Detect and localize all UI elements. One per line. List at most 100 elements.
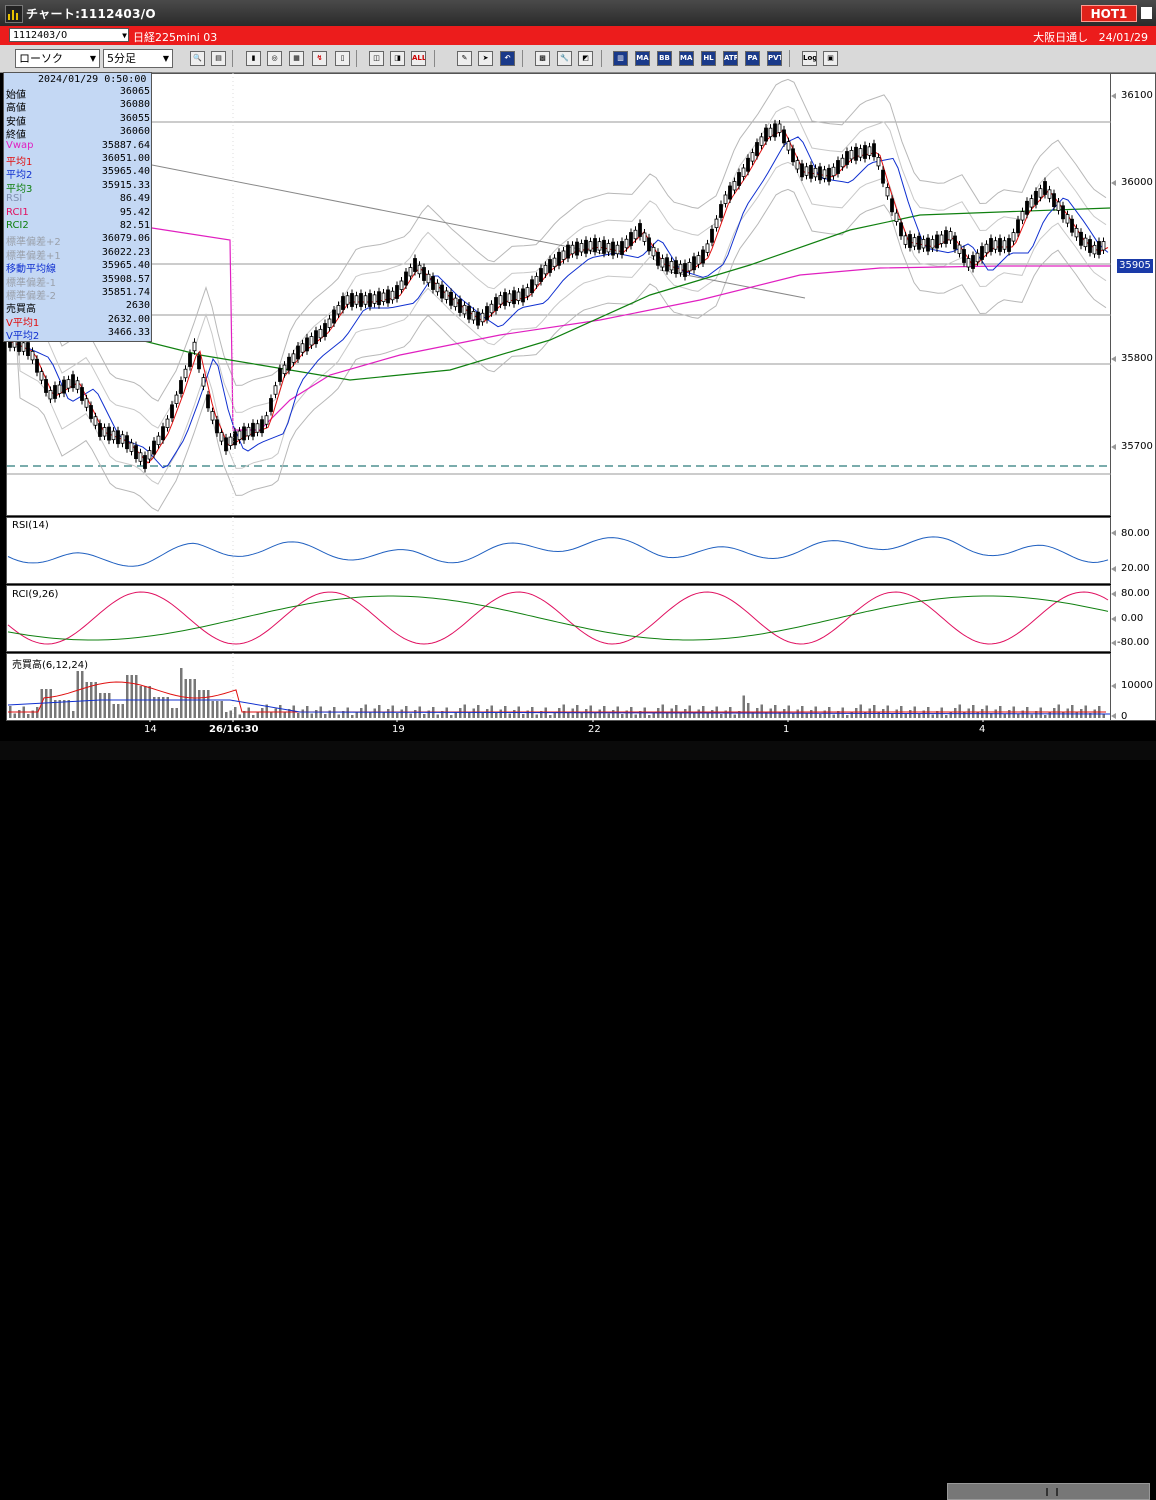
candle-body (993, 240, 998, 250)
mae-indicator-icon[interactable]: MAE (679, 51, 694, 66)
candle-body (710, 228, 714, 243)
palette-icon[interactable]: ◩ (578, 51, 593, 66)
hl-indicator-icon[interactable]: HL (701, 51, 716, 66)
candle-body (1043, 181, 1047, 195)
window-control-icon[interactable] (1141, 7, 1152, 19)
para-indicator-icon[interactable]: PA (745, 51, 760, 66)
info-row: 平均3 35915.33 (6, 180, 150, 195)
info-row: 始値 36065 (6, 86, 150, 101)
volume-bar (1044, 715, 1047, 718)
info-label: RCI1 (6, 206, 29, 218)
volume-bar (1075, 712, 1078, 718)
candle-body (449, 291, 453, 306)
volume-bar (198, 690, 201, 718)
volume-bar (639, 711, 642, 718)
log-icon[interactable]: Log (802, 51, 817, 66)
page-icon[interactable]: ▯ (335, 51, 350, 66)
tick-marker (1111, 530, 1116, 536)
rci2-line (7, 595, 1109, 641)
candle-body (764, 127, 768, 142)
volume-bar (666, 712, 669, 718)
candle-icon[interactable]: ▮ (246, 51, 261, 66)
volume-bar (135, 675, 138, 718)
cursor-icon[interactable]: ➤ (478, 51, 493, 66)
rci-tick: 0.00 (1121, 613, 1144, 624)
candle-body (260, 419, 264, 434)
window-icon[interactable]: ▣ (823, 51, 838, 66)
candle-body (480, 312, 485, 323)
candle-body (170, 404, 174, 419)
ma-indicator-icon[interactable]: MA (635, 51, 650, 66)
info-label: RCI2 (6, 220, 29, 231)
candle-body (44, 379, 48, 393)
pvt-indicator-icon[interactable]: PVT (767, 51, 782, 66)
candle-body (143, 455, 147, 469)
candle-body (552, 257, 557, 268)
volume-bar (373, 708, 376, 718)
candle-body (678, 263, 683, 274)
bar-chart-icon[interactable]: ▦ (289, 51, 304, 66)
volume-bar (621, 714, 624, 718)
candle-body (179, 380, 183, 394)
candle-body (404, 271, 408, 286)
all-range-icon[interactable]: ALL (411, 51, 426, 66)
trend-icon[interactable]: ↯ (312, 51, 327, 66)
grid-icon[interactable]: ▩ (535, 51, 550, 66)
volume-bar (225, 712, 228, 718)
wrench-icon[interactable]: 🔧 (557, 51, 572, 66)
candle-body (1065, 214, 1070, 224)
volume-bar (112, 704, 115, 718)
chart-type-select[interactable]: ローソク ▼ (15, 49, 100, 68)
zoom-in-icon[interactable]: ◫ (369, 51, 384, 66)
scroll-grip-icon[interactable] (1046, 1488, 1058, 1496)
horizontal-scrollbar[interactable] (947, 1483, 1150, 1500)
rci-panel[interactable] (6, 585, 1111, 652)
current-price-tag: 35905 (1117, 259, 1153, 273)
candle-body (228, 436, 233, 446)
zoom-out-icon[interactable]: ◨ (390, 51, 405, 66)
candle-body (246, 426, 251, 437)
zoom-icon[interactable]: 🔍 (190, 51, 205, 66)
rsi-panel[interactable] (6, 517, 1111, 584)
candle-body (872, 143, 876, 158)
indicator-icon[interactable]: ▥ (613, 51, 628, 66)
bb-indicator-icon[interactable]: BB (657, 51, 672, 66)
candle-body (327, 318, 332, 328)
date-label: 24/01/29 (1098, 31, 1148, 44)
candle-body (390, 290, 395, 301)
interval-select[interactable]: 5分足 ▼ (103, 49, 173, 68)
info-label: 始値 (6, 90, 26, 101)
chart-search-icon[interactable]: ◎ (267, 51, 282, 66)
candle-body (705, 243, 710, 253)
info-row: 移動平均線 35965.40 (6, 260, 150, 275)
info-value: 35965.40 (101, 166, 150, 178)
chevron-down-icon[interactable]: ▼ (122, 31, 127, 40)
symbol-code-input[interactable]: 1112403/O ▼ (9, 28, 129, 42)
table-icon[interactable]: ▤ (211, 51, 226, 66)
info-value: 36055 (119, 112, 150, 124)
hot-button[interactable]: HOT1 (1081, 5, 1137, 22)
volume-bar (175, 708, 178, 718)
candle-body (413, 258, 417, 272)
candle-body (224, 437, 228, 452)
info-datetime: 2024/01/29 0:50:00 (38, 74, 147, 85)
volume-bar (382, 712, 385, 718)
info-row: 売買高 2630 (6, 300, 150, 315)
candle-body (1025, 200, 1029, 215)
info-row: 標準偏差+2 36079.06 (6, 233, 150, 248)
candle-body (192, 341, 197, 352)
price-panel[interactable] (6, 73, 1111, 516)
candle-body (1097, 241, 1101, 255)
candle-body (669, 261, 674, 271)
undo-icon[interactable]: ↶ (500, 51, 515, 66)
volume-bar (549, 715, 552, 718)
volume-bar (810, 710, 813, 718)
window-title: チャート:1112403/O (26, 7, 156, 21)
candle-body (692, 256, 696, 271)
volume-bar (486, 709, 489, 718)
volume-bar (13, 713, 16, 718)
volume-bar (495, 713, 498, 718)
atr-indicator-icon[interactable]: ATR (723, 51, 738, 66)
pen-icon[interactable]: ✎ (457, 51, 472, 66)
volume-bar (144, 686, 147, 718)
